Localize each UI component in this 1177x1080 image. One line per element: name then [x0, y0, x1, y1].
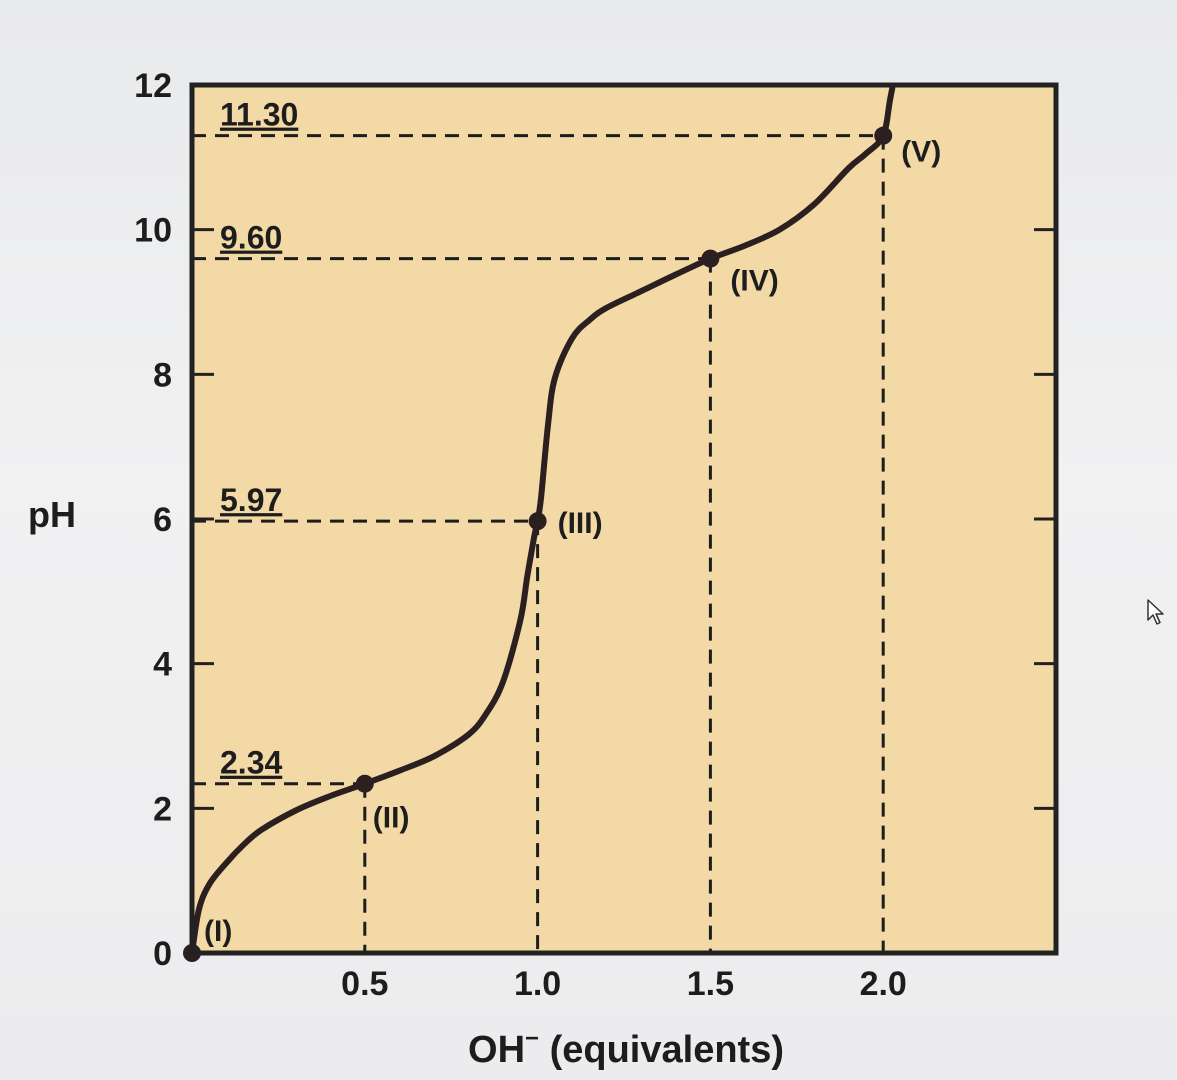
x-tick-label: 1.0: [514, 965, 561, 1003]
ref-value-label: 11.30: [220, 97, 298, 133]
point-label: (III): [558, 507, 603, 540]
x-tick-label: 2.0: [860, 965, 907, 1003]
ref-value-label: 2.34: [220, 745, 282, 781]
point-label: (IV): [730, 265, 778, 298]
point-label: (V): [901, 136, 941, 169]
y-tick-label: 6: [153, 501, 172, 539]
mouse-cursor-icon: [1147, 599, 1164, 625]
y-tick-label: 2: [153, 790, 172, 828]
point-marker: [701, 249, 720, 268]
y-tick-label: 12: [134, 67, 172, 105]
ref-value-label: 9.60: [220, 220, 282, 256]
x-tick-label: 1.5: [687, 965, 734, 1003]
plot-frame: [189, 82, 1059, 956]
x-tick-label: 0.5: [341, 965, 388, 1003]
y-tick-label: 10: [134, 212, 172, 250]
y-tick-label: 8: [153, 356, 172, 394]
point-marker: [528, 512, 547, 531]
point-label: (I): [204, 915, 232, 948]
y-tick-label: 4: [153, 646, 172, 684]
plot-background: [192, 85, 1056, 953]
point-label: (II): [373, 802, 410, 835]
point-marker: [355, 774, 374, 793]
y-axis-label: pH: [28, 494, 76, 535]
ref-value-label: 5.97: [220, 482, 282, 518]
y-tick-label: 0: [153, 935, 172, 973]
point-marker: [874, 126, 893, 145]
x-axis-label: OH− (equivalents): [468, 1025, 784, 1071]
